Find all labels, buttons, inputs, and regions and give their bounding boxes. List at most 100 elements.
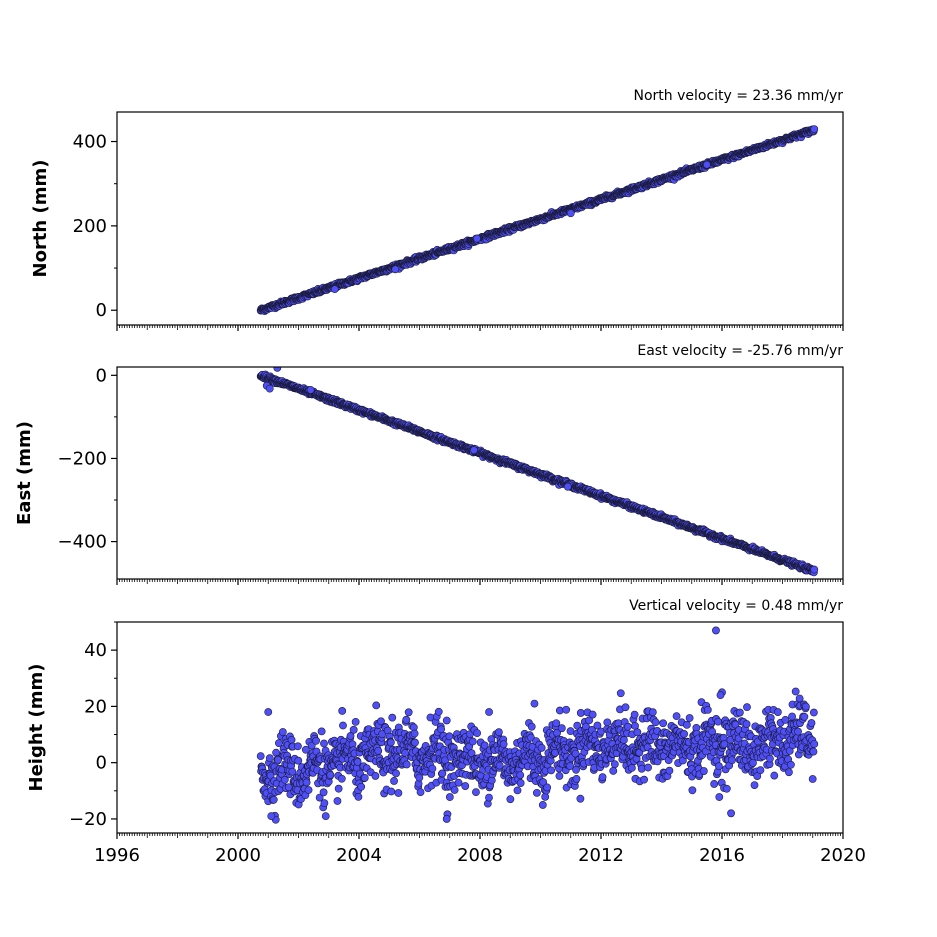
east-y-tick-label: −400 [58, 532, 107, 553]
north-outlier-point [473, 234, 481, 243]
height-data-point [527, 722, 536, 731]
height-data-point [809, 708, 818, 717]
height-data-point [543, 783, 552, 792]
height-data-point [637, 764, 646, 773]
height-data-point [541, 792, 550, 801]
height-data-point [450, 786, 459, 794]
height-data-point [320, 739, 328, 748]
height-data-point [338, 707, 347, 715]
height-data-point [810, 740, 819, 748]
height-data-point [402, 760, 411, 769]
height-data-point [610, 760, 619, 769]
height-data-point [472, 788, 480, 797]
height-data-point [728, 756, 736, 765]
height-data-point [438, 769, 447, 778]
height-data-point [402, 715, 411, 724]
height-data-point [269, 795, 278, 804]
height-data-point [404, 708, 413, 717]
height-data-point [495, 761, 504, 770]
height-data-point [710, 780, 719, 788]
height-data-point [287, 736, 296, 744]
east-panel: 0 −200 −400 East velocity = -25.76 mm/yr E… [14, 343, 844, 585]
height-data-point [372, 701, 381, 710]
height-data-point [461, 782, 470, 790]
north-y-tick-label: 200 [73, 216, 107, 237]
north-velocity-title: North velocity = 23.36 mm/yr [633, 88, 843, 104]
height-data-point [506, 795, 515, 804]
height-data-point [280, 775, 289, 784]
east-y-axis-label: East (mm) [14, 421, 35, 525]
height-data-point [557, 724, 566, 733]
height-data-point [630, 710, 639, 719]
height-data-point [437, 725, 446, 734]
height-data-point [659, 719, 668, 728]
height-outlier-point [321, 812, 330, 821]
height-outlier-point [442, 716, 451, 725]
height-data-point [688, 786, 697, 795]
height-data-point [516, 771, 525, 779]
east-y-tick-label: −200 [58, 448, 107, 469]
height-data-point [808, 775, 817, 783]
height-data-point [485, 793, 493, 802]
height-data-point [319, 788, 328, 797]
north-data-point [810, 125, 819, 134]
height-data-point [317, 727, 326, 736]
height-data-point [756, 766, 765, 775]
height-data-point [715, 793, 724, 801]
height-data-point [294, 756, 303, 765]
height-data-point [445, 793, 454, 801]
height-data-point [609, 767, 618, 775]
height-data-point [513, 786, 522, 795]
height-data-point [648, 708, 657, 717]
height-data-point [445, 732, 454, 741]
height-data-point [722, 784, 731, 793]
height-data-point [749, 758, 757, 767]
height-data-point [387, 787, 396, 796]
height-data-point [603, 718, 612, 727]
east-outlier-point [265, 384, 274, 393]
height-data-point [588, 710, 597, 719]
height-data-point [411, 738, 419, 747]
height-data-point [621, 703, 630, 712]
height-data-point [576, 794, 585, 803]
height-data-point [371, 772, 380, 780]
height-outlier-point [712, 626, 720, 635]
height-data-point [644, 763, 652, 772]
height-data-point [703, 705, 712, 714]
height-data-point [349, 725, 358, 734]
height-data-point [339, 721, 347, 730]
height-data-point [785, 768, 793, 777]
height-data-point [809, 747, 818, 756]
height-data-point [598, 773, 607, 782]
height-data-point [499, 740, 508, 749]
height-outlier-point [716, 691, 725, 700]
east-y-ticks: 0 −200 −400 [58, 365, 117, 553]
height-data-point [742, 720, 751, 728]
height-data-point [390, 777, 398, 785]
height-data-point [547, 766, 556, 775]
height-data-point [516, 779, 525, 787]
height-data-point [715, 762, 723, 771]
height-data-point [265, 754, 274, 763]
height-data-point [682, 721, 691, 729]
height-data-point [773, 708, 782, 716]
height-outlier-point [388, 713, 397, 722]
height-data-point [326, 771, 335, 779]
height-data-point [392, 769, 400, 778]
height-data-point [627, 764, 636, 772]
north-outlier-point [391, 265, 400, 274]
east-axes-frame [116, 366, 844, 580]
north-outlier-point [702, 160, 711, 169]
height-data-point [473, 729, 482, 738]
height-data-point [302, 778, 311, 787]
height-data-point [374, 746, 383, 755]
height-data-point [301, 745, 310, 754]
height-data-point [415, 773, 424, 782]
height-data-point [572, 774, 581, 783]
height-data-point [386, 738, 395, 747]
height-data-point [743, 703, 751, 712]
height-y-tick-label: 0 [96, 753, 107, 774]
height-data-point [714, 717, 723, 726]
height-data-point [428, 764, 437, 773]
